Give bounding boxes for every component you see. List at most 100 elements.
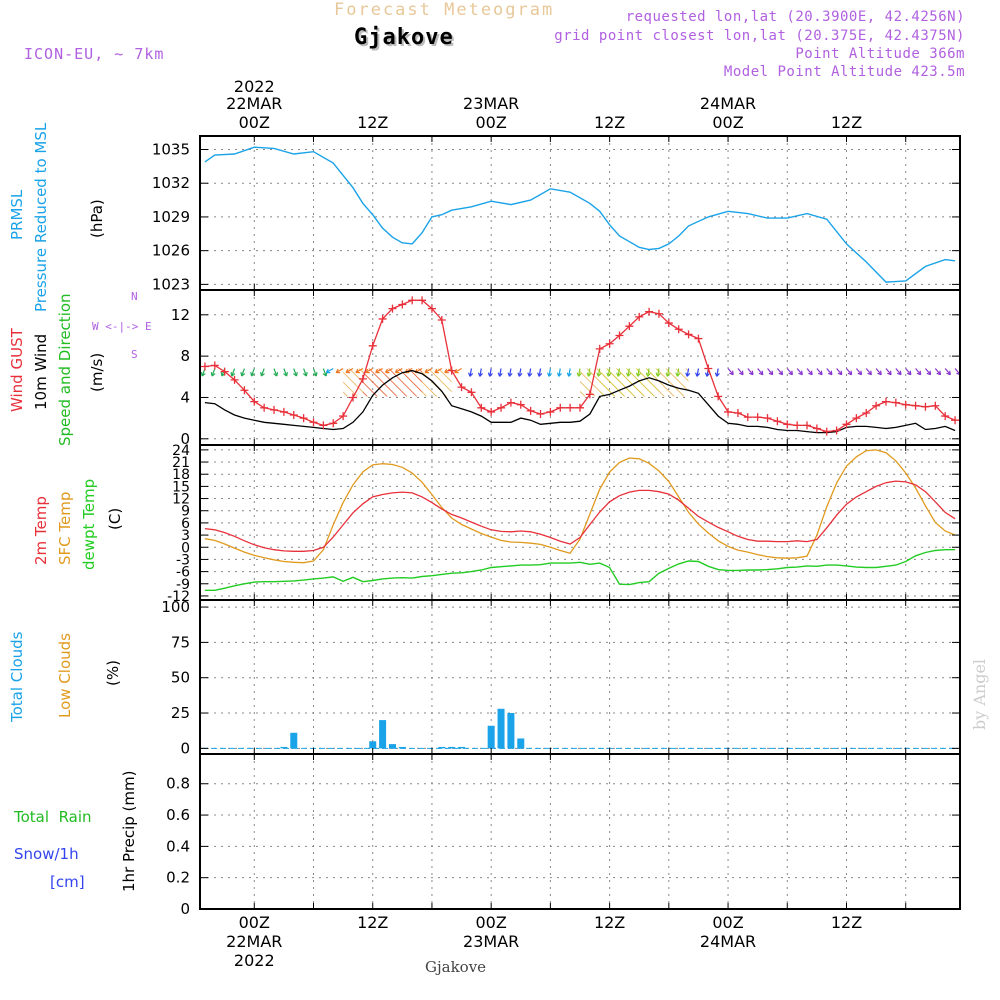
wind-direction-arrowhead: [286, 372, 288, 377]
wind-direction-arrow: [326, 368, 334, 374]
model-name: ICON-EU, ~ 7km: [24, 45, 165, 63]
pressure-line: [204, 146, 956, 283]
wind-direction-arrow: [767, 368, 774, 376]
wind-direction-arrowhead: [518, 373, 523, 377]
y-tick-label: 12: [172, 492, 190, 508]
wind-direction-arrow: [627, 368, 630, 377]
wind-direction-arrow: [469, 368, 473, 377]
y-tick-label: -3: [176, 552, 190, 568]
requested-location: requested lon,lat (20.3900E, 42.4256N): [625, 9, 965, 25]
wind-gust-marker: [714, 392, 723, 401]
wind-direction-arrowhead: [509, 373, 513, 377]
wind-direction-arrowhead: [568, 373, 572, 377]
wind-gust-marker: [358, 374, 367, 383]
wind-gust-marker: [457, 383, 466, 392]
wind-direction-arrow: [716, 368, 719, 377]
wind-gust-marker: [822, 427, 831, 436]
y-tick-label: 1035: [152, 140, 190, 158]
wind-gust-marker: [279, 407, 288, 416]
total-clouds-bar: [379, 720, 387, 749]
wind-direction-arrow: [434, 368, 443, 374]
total-clouds-bar: [517, 738, 525, 749]
wind-gust-marker: [901, 400, 910, 409]
bottom-tick-label: 00Z: [476, 913, 507, 932]
wind-direction-arrow: [454, 368, 462, 374]
wind-gust-marker: [516, 400, 525, 409]
wind-direction-arrow: [587, 368, 591, 377]
bottom-tick-label: 00Z: [712, 913, 743, 932]
wind-gust-marker: [250, 397, 259, 406]
wind-direction-arrowhead: [617, 373, 622, 377]
wind-direction-arrowhead: [889, 370, 892, 375]
y-tick-label: 1029: [152, 208, 190, 226]
wind-direction-arrow: [322, 368, 327, 377]
wind-direction-arrowhead: [850, 370, 853, 375]
wind-gust-marker: [615, 331, 624, 340]
wind-gust-marker: [951, 416, 960, 425]
wind-direction-arrowhead: [607, 373, 612, 377]
wind-gust-marker: [477, 403, 486, 412]
wind-direction-arrow: [607, 368, 611, 377]
wind-gust-marker: [329, 419, 338, 428]
top-tick-label: 12Z: [594, 113, 625, 132]
top-tick-label: 00Z: [239, 113, 270, 132]
total-clouds-bar: [487, 725, 495, 749]
wind-direction-arrow: [548, 368, 551, 377]
wind-direction-arrow: [489, 368, 492, 377]
wind-hatch-band: [599, 368, 659, 397]
wind-direction-arrowhead: [919, 370, 922, 375]
y-tick-label: 25: [171, 704, 190, 722]
wind-direction-arrowhead: [801, 370, 803, 375]
wind-direction-arrowhead: [657, 373, 661, 377]
wind-direction-arrow: [385, 368, 393, 374]
wind-direction-arrow: [737, 368, 744, 376]
wind-direction-arrowhead: [820, 370, 823, 375]
wind-gust-marker: [891, 398, 900, 407]
model-point-altitude: Model Point Altitude 423.5m: [723, 64, 965, 80]
wind-direction-arrow: [479, 368, 482, 377]
wind-gust-marker: [497, 403, 506, 412]
wind-gust-marker: [309, 418, 318, 427]
wind-direction-arrowhead: [231, 373, 236, 377]
wind-gust-marker: [319, 421, 328, 430]
wind-direction-arrow: [303, 368, 307, 377]
wind-gust-marker: [299, 414, 308, 423]
wind-direction-arrow: [231, 368, 236, 377]
wind-direction-arrow: [924, 368, 932, 376]
total-clouds-bar: [448, 746, 456, 749]
wind-direction-arrowhead: [211, 373, 216, 377]
top-tick-label: 00Z: [476, 113, 507, 132]
wind-gust-marker: [388, 304, 397, 313]
wind-gust-marker: [733, 408, 742, 417]
wind-direction-arrow: [518, 368, 522, 377]
wind-direction-arrow: [696, 368, 700, 377]
total-clouds-bar: [398, 746, 406, 749]
wind-direction-arrowhead: [295, 372, 298, 377]
footer-station: Gjakove: [425, 958, 487, 976]
wind-direction-arrow: [241, 368, 245, 377]
top-year-label: 2022: [234, 77, 275, 96]
wind-direction-arrowhead: [305, 372, 308, 377]
wind-direction-arrowhead: [791, 370, 794, 375]
bottom-tick-label: 22MAR: [226, 932, 282, 951]
wind-direction-arrowhead: [676, 373, 681, 377]
wind-gust-marker: [576, 403, 584, 412]
wind-direction-arrowhead: [315, 372, 318, 377]
wind-direction-arrow: [826, 368, 833, 376]
wind-direction-arrow: [568, 368, 571, 377]
wind-direction-arrowhead: [558, 373, 562, 377]
wind-gust-marker: [753, 413, 762, 422]
bottom-tick-label: 12Z: [594, 913, 625, 932]
wind-direction-arrowhead: [499, 373, 503, 377]
wind-gust-marker: [437, 315, 446, 324]
wind-gust-marker: [842, 420, 851, 429]
wind-gust-marker: [378, 314, 387, 323]
wind-gust-marker: [260, 403, 269, 412]
rain-label: Total Rain: [14, 808, 92, 826]
wind-gust-marker: [763, 414, 772, 423]
wind-direction-arrowhead: [201, 373, 206, 377]
top-tick-label: 12Z: [357, 113, 388, 132]
wind-gust-marker: [536, 410, 545, 418]
y-tick-label: 12: [171, 306, 190, 324]
